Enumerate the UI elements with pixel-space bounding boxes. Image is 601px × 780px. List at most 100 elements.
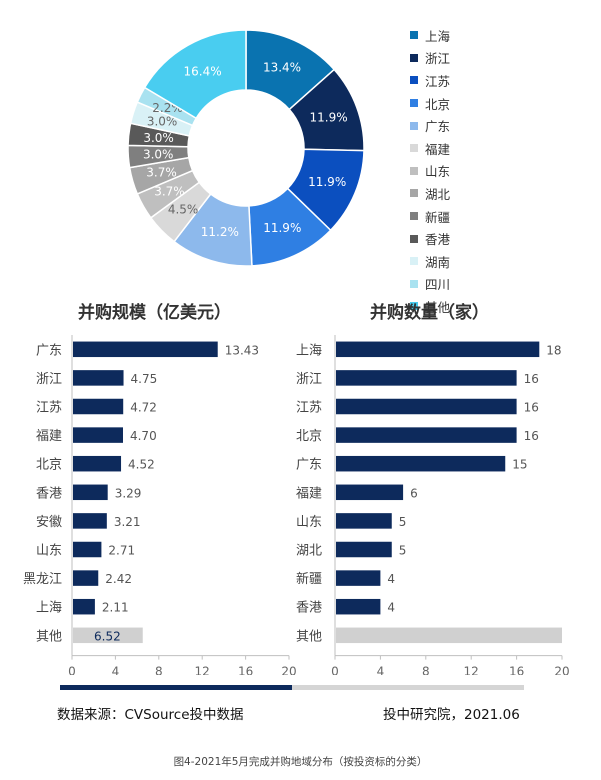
value-label: 5: [399, 544, 407, 558]
x-tick-label: 0: [331, 665, 339, 675]
category-label: 广东: [296, 458, 322, 473]
bar-5: [73, 484, 108, 501]
value-label: 16: [524, 401, 539, 415]
legend-item-0: 上海: [410, 24, 450, 47]
category-label: 安徽: [36, 515, 62, 530]
legend-label: 湖南: [425, 254, 451, 270]
value-label: 4: [387, 601, 395, 615]
legend-item-9: 香港: [410, 227, 450, 250]
value-label: 4.52: [128, 458, 155, 472]
bar-2: [73, 398, 124, 415]
category-label: 北京: [296, 429, 322, 444]
org-date-text: 投中研究院，2021.06: [383, 707, 520, 723]
donut-slice-label-5: 4.5%: [168, 203, 199, 217]
value-label: 6.52: [94, 629, 121, 643]
bar-8: [336, 570, 381, 586]
legend-item-8: 新疆: [410, 205, 450, 228]
donut-slice-label-8: 3.0%: [143, 147, 174, 161]
donut-slice-label-9: 3.0%: [143, 131, 174, 145]
x-tick-label: 12: [464, 665, 479, 675]
category-label: 浙江: [36, 372, 62, 387]
value-label: 4.75: [131, 372, 158, 386]
x-tick-label: 0: [68, 665, 76, 675]
category-label: 新疆: [296, 571, 322, 587]
legend-item-7: 湖北: [410, 182, 450, 205]
legend-swatch: [410, 76, 418, 85]
donut-slice-label-10: 3.0%: [147, 115, 178, 129]
bar-6: [336, 513, 392, 529]
legend-item-11: 四川: [410, 273, 450, 296]
x-tick-label: 20: [281, 665, 296, 675]
bar-1: [336, 370, 517, 386]
legend-label: 四川: [425, 277, 451, 293]
category-label: 山东: [36, 544, 62, 559]
legend-swatch: [410, 121, 418, 130]
legend-label: 湖北: [425, 186, 451, 202]
category-label: 福建: [36, 429, 62, 444]
bar-10: [73, 627, 143, 644]
legend-swatch: [410, 257, 418, 266]
donut-slice-label-6: 3.7%: [154, 184, 185, 198]
value-label: 2.42: [105, 572, 132, 586]
legend-label: 新疆: [425, 209, 451, 225]
category-label: 湖北: [296, 544, 322, 559]
legend-label: 山东: [425, 164, 451, 180]
legend-swatch: [410, 189, 418, 198]
category-label: 香港: [296, 601, 322, 616]
category-label: 江苏: [36, 400, 62, 416]
legend-label: 江苏: [425, 73, 451, 89]
category-label: 上海: [296, 343, 322, 358]
value-label: 4: [387, 572, 395, 586]
value-label: 4.72: [130, 401, 157, 415]
bar-4: [336, 455, 506, 472]
legend-swatch: [410, 31, 418, 40]
value-label: 6: [410, 486, 418, 500]
bar-10: [336, 627, 562, 644]
legend-item-4: 广东: [410, 114, 450, 137]
donut-slice-12: [143, 29, 247, 120]
bar-9: [336, 598, 381, 615]
category-label: 江苏: [296, 400, 322, 416]
value-label: 13.43: [225, 343, 259, 357]
donut-legend: 上海 浙江 江苏 北京 广东 福建 山东 湖北 新疆 香港 湖南 四川 其他: [410, 24, 450, 318]
bar-6: [73, 513, 107, 529]
category-label: 其他: [36, 629, 62, 644]
bar-3: [336, 427, 517, 443]
scale-chart-title: 并购规模（亿美元）: [78, 303, 231, 323]
scale-bar-chart: 0 4 8 12 16 20 广东 13.43 浙江 4.75 江苏 4.72 福建 4.70 北京 4.52…: [23, 335, 297, 675]
category-label: 上海: [36, 601, 62, 616]
bar-3: [73, 427, 123, 443]
legend-swatch: [410, 302, 418, 311]
legend-swatch: [410, 279, 418, 288]
value-label: 4.70: [130, 429, 157, 443]
legend-label: 广东: [425, 119, 451, 135]
footer-divider: [60, 685, 524, 690]
category-label: 其他: [296, 629, 322, 644]
count-bar-chart: 0 4 8 12 16 20 上海 18 浙江 16 江苏 16 北京 16 广东 15 福建 6 山东 5 湖北 5 新疆…: [296, 335, 570, 675]
value-label: 15: [512, 458, 527, 472]
value-label: 2.11: [102, 601, 129, 615]
donut-slice-label-12: 16.4%: [183, 64, 221, 78]
bar-9: [73, 598, 95, 615]
count-chart-title: 并购数量（家）: [370, 303, 489, 323]
legend-swatch: [410, 212, 418, 221]
value-label: 3.29: [115, 486, 142, 500]
bar-7: [336, 541, 392, 558]
x-tick-label: 4: [112, 665, 120, 675]
donut-slice-label-2: 11.9%: [308, 175, 346, 189]
value-label: 2.71: [108, 544, 135, 558]
x-tick-label: 8: [422, 665, 430, 675]
bar-8: [73, 570, 99, 586]
legend-label: 香港: [425, 232, 451, 248]
category-label: 北京: [36, 458, 62, 473]
bar-0: [336, 341, 540, 358]
donut-slice-label-4: 11.2%: [201, 225, 239, 239]
category-label: 浙江: [296, 372, 322, 387]
value-label: 3.21: [114, 515, 141, 529]
legend-item-1: 浙江: [410, 47, 450, 70]
legend-swatch: [410, 53, 418, 62]
legend-label: 其他: [425, 299, 451, 315]
x-tick-label: 16: [509, 665, 524, 675]
legend-label: 浙江: [425, 51, 451, 67]
legend-swatch: [410, 144, 418, 153]
